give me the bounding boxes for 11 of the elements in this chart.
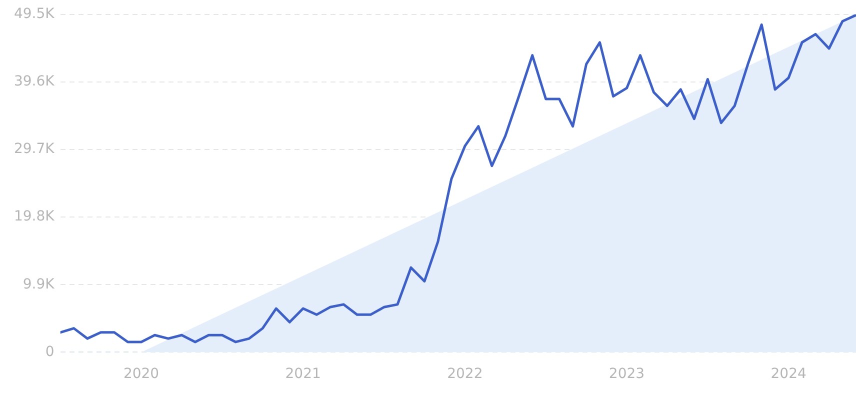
x-tick-label: 2023 xyxy=(608,366,645,382)
x-tick-label: 2021 xyxy=(285,366,321,382)
x-tick-label: 2024 xyxy=(770,366,806,382)
x-tick-label: 2022 xyxy=(447,366,483,382)
y-tick-label: 0 xyxy=(45,344,54,360)
y-tick-label: 49.5K xyxy=(14,6,56,22)
y-tick-label: 9.9K xyxy=(22,276,56,292)
y-tick-label: 29.7K xyxy=(14,141,56,158)
y-tick-label: 39.6K xyxy=(14,74,56,90)
x-tick-label: 2020 xyxy=(123,366,160,382)
y-tick-label: 19.8K xyxy=(14,208,56,225)
